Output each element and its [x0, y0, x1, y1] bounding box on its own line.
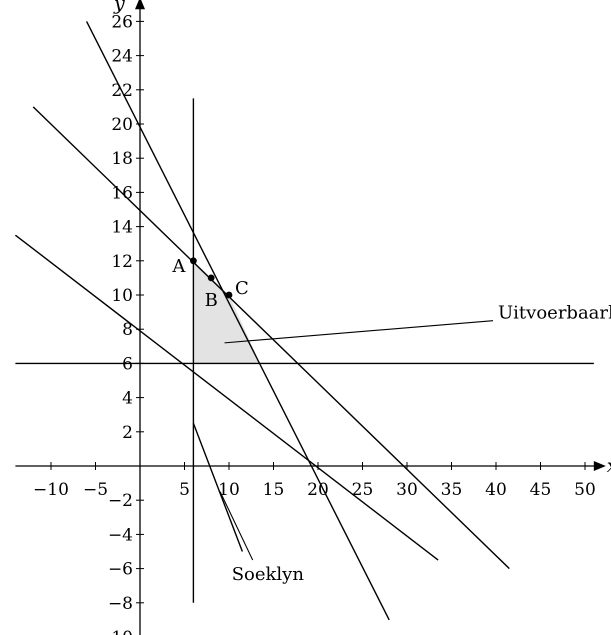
- x-tick-label: 30: [396, 480, 418, 500]
- y-axis-label: y: [113, 0, 125, 14]
- y-tick-label: 18: [111, 149, 133, 169]
- y-tick-label: 20: [111, 115, 133, 135]
- y-tick-label: 8: [122, 320, 133, 340]
- y-tick-label: −2: [108, 491, 133, 511]
- y-tick-label: 22: [111, 81, 133, 101]
- y-tick-label: −6: [108, 560, 133, 580]
- y-tick-label: 4: [122, 389, 133, 409]
- constraint-lines-layer: [14, 21, 594, 621]
- y-tick-label: 26: [111, 12, 133, 32]
- y-axis-arrow: [135, 0, 145, 10]
- constraint-line-5: [14, 234, 439, 561]
- x-tick-label: 35: [441, 480, 463, 500]
- x-axis-arrow: [593, 461, 606, 471]
- feasible-region-label: Uitvoerbaarheidsgebied: [498, 303, 611, 324]
- y-tick-label: 2: [122, 423, 133, 443]
- points-layer: ABC: [171, 256, 248, 311]
- x-axis-label: x: [607, 455, 611, 477]
- x-tick-label: −5: [83, 480, 108, 500]
- y-tick-label: 6: [122, 354, 133, 374]
- ticks-layer: −10−55101520253035404550−10−8−6−4−224681…: [33, 12, 596, 635]
- y-tick-label: 10: [111, 286, 133, 306]
- y-tick-label: 16: [111, 183, 133, 203]
- feasible-region: [193, 260, 261, 364]
- vertex-point-a: [190, 257, 197, 265]
- search-line-label: Soeklyn: [232, 564, 305, 585]
- constraint-line-3: [85, 21, 390, 621]
- y-tick-label: 24: [111, 47, 133, 67]
- axes-layer: xy: [15, 0, 611, 635]
- y-tick-label: −10: [97, 628, 133, 635]
- x-tick-label: 25: [352, 480, 374, 500]
- y-tick-label: −4: [108, 525, 133, 545]
- y-tick-label: 12: [111, 252, 133, 272]
- constraint-line-4: [32, 106, 510, 570]
- constraint-line-6: [192, 423, 244, 552]
- annotation-leader-1: [224, 320, 494, 344]
- x-tick-label: 40: [485, 480, 507, 500]
- feasible-region-layer: [193, 260, 261, 364]
- x-tick-label: 5: [179, 480, 190, 500]
- vertex-label-a: A: [171, 256, 186, 277]
- x-tick-label: 45: [530, 480, 552, 500]
- x-tick-label: 50: [574, 480, 596, 500]
- x-tick-label: 15: [263, 480, 285, 500]
- y-tick-label: 14: [111, 218, 133, 238]
- annotations-layer: Uitvoerbaarheidsgebied Soeklyn: [219, 303, 611, 585]
- x-tick-label: −10: [33, 480, 69, 500]
- y-tick-label: −8: [108, 594, 133, 614]
- x-tick-label: 10: [218, 480, 240, 500]
- x-tick-label: 20: [307, 480, 329, 500]
- vertex-point-c: [225, 291, 233, 299]
- annotation-leader-2: [219, 491, 254, 561]
- vertex-point-b: [207, 274, 215, 282]
- vertex-label-b: B: [205, 290, 218, 311]
- vertex-label-c: C: [235, 278, 249, 299]
